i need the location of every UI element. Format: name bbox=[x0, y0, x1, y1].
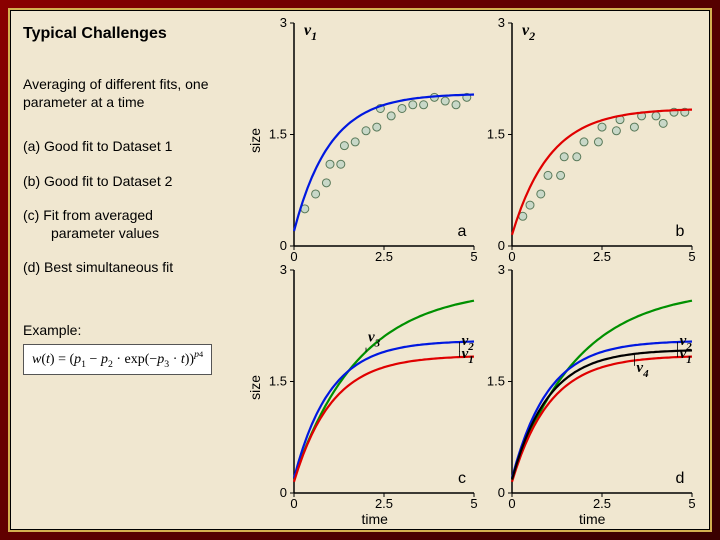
xlabel-col1: time bbox=[268, 511, 482, 525]
svg-text:1.5: 1.5 bbox=[486, 374, 504, 389]
svg-text:2.5: 2.5 bbox=[375, 249, 393, 264]
svg-text:b: b bbox=[675, 223, 684, 240]
svg-text:5: 5 bbox=[470, 496, 477, 511]
svg-text:v2: v2 bbox=[522, 22, 535, 43]
svg-text:5: 5 bbox=[688, 496, 695, 511]
svg-text:3: 3 bbox=[280, 17, 287, 30]
svg-text:3: 3 bbox=[497, 264, 504, 277]
chart-panel-b: 0 1.5 3 0 2.5 5 v2 b bbox=[486, 17, 700, 264]
left-column: Typical Challenges Averaging of differen… bbox=[11, 11, 246, 529]
svg-text:0: 0 bbox=[508, 249, 515, 264]
outer-frame: Typical Challenges Averaging of differen… bbox=[0, 0, 720, 540]
svg-text:2.5: 2.5 bbox=[592, 496, 610, 511]
svg-text:d: d bbox=[675, 470, 684, 487]
svg-text:1.5: 1.5 bbox=[269, 374, 287, 389]
gold-frame: Typical Challenges Averaging of differen… bbox=[8, 8, 712, 532]
xlabel-col2: time bbox=[486, 511, 700, 525]
item-c-line2: parameter values bbox=[23, 224, 238, 242]
svg-text:1.5: 1.5 bbox=[269, 127, 287, 142]
description-text: Averaging of different fits, one paramet… bbox=[23, 75, 238, 111]
svg-text:2.5: 2.5 bbox=[375, 496, 393, 511]
formula-text: w(t) = (p1 − p2 · exp(−p3 · t))p4 bbox=[32, 352, 203, 367]
chart-panel-a: 0 1.5 3 0 2.5 5 v1 a bbox=[268, 17, 482, 264]
svg-text:v4: v4 bbox=[636, 360, 649, 380]
svg-text:2.5: 2.5 bbox=[592, 249, 610, 264]
svg-text:0: 0 bbox=[280, 238, 287, 253]
slide-body: Typical Challenges Averaging of differen… bbox=[10, 10, 710, 530]
item-b: (b) Good fit to Dataset 2 bbox=[23, 172, 238, 190]
svg-text:c: c bbox=[458, 470, 466, 487]
item-d: (d) Best simultaneous fit bbox=[23, 258, 238, 276]
formula-box: w(t) = (p1 − p2 · exp(−p3 · t))p4 bbox=[23, 344, 212, 374]
svg-text:0: 0 bbox=[290, 496, 297, 511]
svg-text:0: 0 bbox=[497, 238, 504, 253]
svg-text:v1: v1 bbox=[304, 22, 317, 43]
svg-text:0: 0 bbox=[290, 249, 297, 264]
svg-text:1.5: 1.5 bbox=[486, 127, 504, 142]
ylabel-row1: size bbox=[247, 128, 263, 153]
chart-panel-c: 01.5302.55v3v2v1c bbox=[268, 264, 482, 511]
item-c-line1: (c) Fit from averaged bbox=[23, 206, 238, 224]
example-label: Example: bbox=[23, 322, 238, 338]
ylabel-row2: size bbox=[247, 375, 263, 400]
item-a: (a) Good fit to Dataset 1 bbox=[23, 137, 238, 155]
svg-text:3: 3 bbox=[497, 17, 504, 30]
svg-text:5: 5 bbox=[688, 249, 695, 264]
svg-text:0: 0 bbox=[280, 485, 287, 500]
chart-panel-d: 01.5302.55v2v1v4d bbox=[486, 264, 700, 511]
chart-grid: size 01.5302.55v1a 01.5302.55v2b size 01… bbox=[246, 11, 709, 529]
slide-title: Typical Challenges bbox=[23, 25, 238, 43]
svg-text:0: 0 bbox=[508, 496, 515, 511]
svg-text:5: 5 bbox=[470, 249, 477, 264]
svg-text:3: 3 bbox=[280, 264, 287, 277]
svg-text:a: a bbox=[458, 223, 467, 240]
svg-text:0: 0 bbox=[497, 485, 504, 500]
